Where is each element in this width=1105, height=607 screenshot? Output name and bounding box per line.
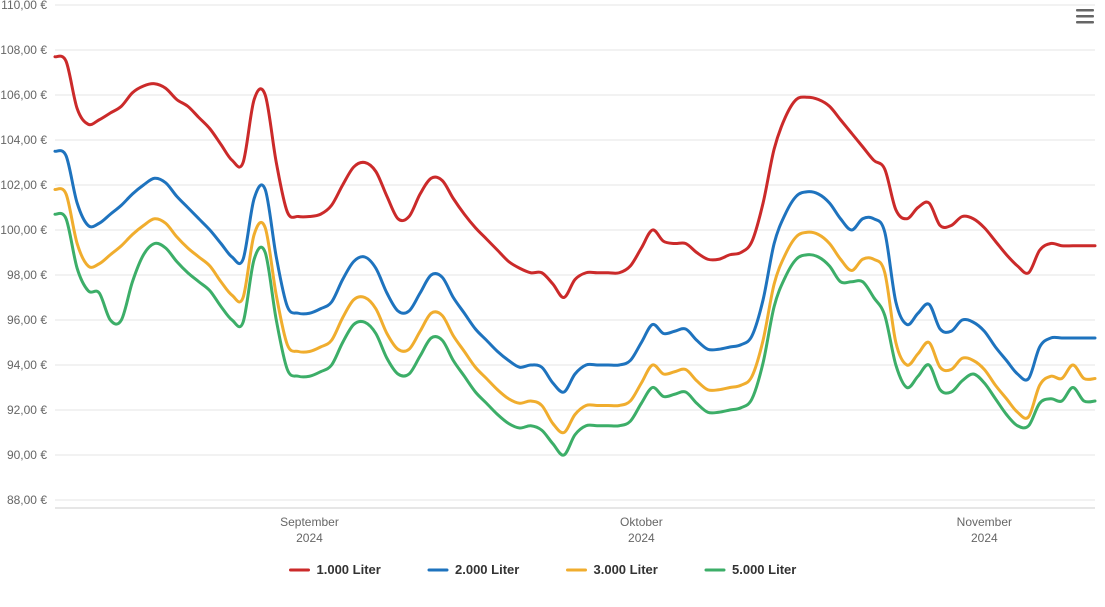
x-tick-label: Oktober	[620, 515, 663, 529]
y-tick-label: 98,00 €	[7, 268, 47, 282]
legend-item[interactable]: 5.000 Liter	[706, 562, 796, 577]
price-chart: 88,00 € 90,00 € 92,00 € 94,00 € 96,00 € 98,00…	[0, 0, 1105, 602]
legend-item[interactable]: 2.000 Liter	[429, 562, 519, 577]
legend-label: 1.000 Liter	[317, 562, 381, 577]
y-tick-label: 96,00 €	[7, 313, 47, 327]
legend-item[interactable]: 1.000 Liter	[291, 562, 381, 577]
x-tick-label: November	[957, 515, 1012, 529]
hamburger-icon	[1073, 4, 1097, 28]
legend-label: 3.000 Liter	[594, 562, 658, 577]
x-tick-label: September	[280, 515, 339, 529]
x-tick-sublabel: 2024	[296, 531, 323, 545]
y-tick-label: 92,00 €	[7, 403, 47, 417]
y-tick-label: 104,00 €	[0, 133, 47, 147]
x-tick-sublabel: 2024	[628, 531, 655, 545]
y-tick-label: 102,00 €	[0, 178, 47, 192]
x-tick-sublabel: 2024	[971, 531, 998, 545]
legend-label: 2.000 Liter	[455, 562, 519, 577]
y-tick-label: 100,00 €	[0, 223, 47, 237]
chart-menu-button[interactable]	[1073, 4, 1097, 28]
y-tick-label: 94,00 €	[7, 358, 47, 372]
y-tick-label: 110,00 €	[1, 0, 47, 12]
series-line[interactable]	[55, 56, 1095, 297]
series-line[interactable]	[55, 151, 1095, 393]
chart-canvas: 88,00 € 90,00 € 92,00 € 94,00 € 96,00 € 98,00…	[0, 0, 1105, 602]
y-tick-label: 88,00 €	[7, 493, 47, 507]
y-tick-label: 108,00 €	[0, 43, 47, 57]
legend-label: 5.000 Liter	[732, 562, 796, 577]
legend-item[interactable]: 3.000 Liter	[568, 562, 658, 577]
y-tick-label: 90,00 €	[7, 448, 47, 462]
y-tick-label: 106,00 €	[0, 88, 47, 102]
series-line[interactable]	[55, 213, 1095, 455]
